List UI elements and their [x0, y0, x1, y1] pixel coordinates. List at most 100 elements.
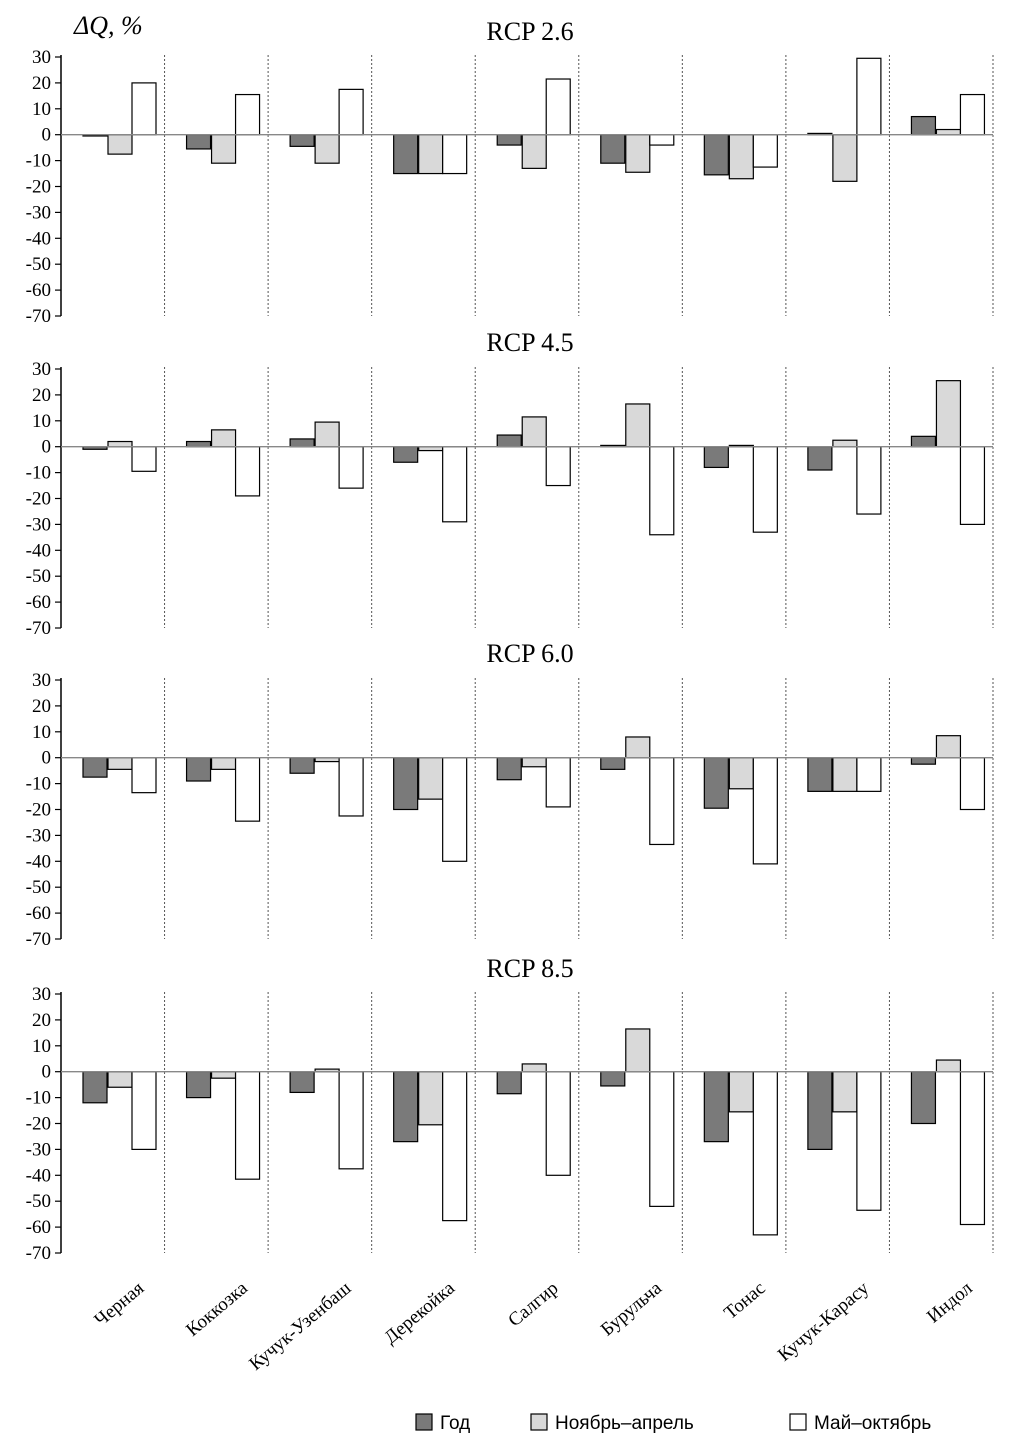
- bar: [418, 134, 444, 175]
- bar: [625, 134, 651, 173]
- legend-label: Год: [440, 1413, 470, 1434]
- y-tick-label: 20: [32, 696, 51, 717]
- y-tick-label: -70: [26, 618, 51, 639]
- panel-3: RCP 6.0 30 20 10 0 -10 -20 -30 -40 -50 -60 -70: [26, 639, 994, 950]
- panel-1: RCP 2.6 30 20 10 0 -10 -20 -30 -40 -50 -60 -70: [26, 17, 994, 327]
- bar: [935, 1059, 962, 1073]
- bar: [338, 1071, 364, 1170]
- bar: [752, 757, 778, 865]
- y-tick-label: -50: [26, 254, 51, 275]
- y-tick-label: -20: [26, 1114, 51, 1135]
- bar: [728, 134, 754, 180]
- bar: [234, 757, 261, 822]
- y-tick-label: 10: [32, 411, 51, 432]
- y-tick-label: -10: [26, 1088, 51, 1109]
- bar: [418, 757, 444, 800]
- bar: [959, 757, 986, 811]
- bar: [545, 1071, 571, 1176]
- bar: [832, 1071, 858, 1113]
- y-tick-label: -70: [26, 929, 51, 950]
- category-label: Дерекойка: [380, 1277, 459, 1348]
- y-tick-label: -40: [26, 228, 51, 249]
- bar: [338, 757, 364, 817]
- legend-label: Ноябрь–апрель: [555, 1413, 694, 1434]
- y-tick-label: -40: [26, 851, 51, 872]
- category-label: Бурульча: [597, 1277, 667, 1340]
- bar: [856, 57, 882, 136]
- bar: [131, 82, 157, 136]
- bar: [131, 1071, 157, 1150]
- y-tick-label: 10: [32, 99, 51, 120]
- bar: [234, 446, 261, 497]
- y-tick-label: -50: [26, 1191, 51, 1212]
- bar: [185, 134, 212, 150]
- bar: [82, 757, 108, 778]
- bar: [728, 757, 754, 790]
- category-label: Коккозка: [182, 1277, 252, 1340]
- bar: [752, 134, 778, 168]
- bar: [545, 446, 571, 487]
- bar: [910, 757, 937, 765]
- bar: [521, 1063, 547, 1073]
- y-tick-label: 20: [32, 1010, 51, 1031]
- bar: [210, 429, 237, 448]
- bar: [959, 93, 986, 136]
- bar: [131, 446, 157, 472]
- bar: [649, 134, 675, 146]
- bar: [649, 757, 675, 846]
- bar: [703, 134, 729, 176]
- bar: [496, 434, 522, 448]
- legend-label: Май–октябрь: [814, 1413, 931, 1434]
- bar: [107, 440, 133, 448]
- panel-title: RCP 2.6: [486, 17, 573, 46]
- y-tick-label: -20: [26, 489, 51, 510]
- y-tick-label: 0: [42, 437, 52, 458]
- bar: [935, 128, 962, 136]
- bar: [107, 757, 133, 770]
- bar: [856, 446, 882, 515]
- bar: [521, 757, 547, 768]
- bar: [856, 757, 882, 792]
- bar: [442, 134, 468, 175]
- bar: [185, 757, 212, 782]
- y-tick-label: 30: [32, 984, 51, 1005]
- y-tick-label: -70: [26, 306, 51, 327]
- y-tick-label: -10: [26, 463, 51, 484]
- y-tick-label: 30: [32, 47, 51, 68]
- bar: [393, 757, 419, 811]
- bar: [185, 1071, 212, 1099]
- y-tick-label: -30: [26, 514, 51, 535]
- y-tick-label: 0: [42, 125, 52, 146]
- panel-2: RCP 4.5 30 20 10 0 -10 -20 -30 -40 -50 -60 -70: [26, 328, 994, 639]
- category-label: Салгир: [504, 1278, 562, 1332]
- bar: [393, 1071, 419, 1143]
- bar: [314, 134, 340, 164]
- bar: [832, 134, 858, 182]
- y-tick-label: -60: [26, 903, 51, 924]
- y-tick-label: 30: [32, 359, 51, 380]
- bar: [832, 439, 858, 448]
- bar: [131, 757, 157, 794]
- bar: [107, 1071, 133, 1088]
- y-tick-label: 20: [32, 385, 51, 406]
- legend-swatch: [530, 1413, 548, 1431]
- bar: [752, 446, 778, 533]
- bar: [910, 115, 937, 136]
- bar: [910, 435, 937, 448]
- bar: [289, 438, 315, 448]
- category-label: Кучук-Узенбаш: [245, 1278, 355, 1375]
- y-axis-title: ΔQ, %: [73, 11, 143, 40]
- bar: [234, 1071, 261, 1180]
- bar: [496, 757, 522, 781]
- bar: [393, 446, 419, 463]
- bar: [600, 1071, 626, 1087]
- bar: [442, 757, 468, 862]
- bar: [210, 757, 237, 770]
- legend-swatch: [789, 1413, 807, 1431]
- bar: [910, 1071, 937, 1125]
- bar: [521, 134, 547, 169]
- bar: [545, 757, 571, 808]
- bar: [728, 1071, 754, 1113]
